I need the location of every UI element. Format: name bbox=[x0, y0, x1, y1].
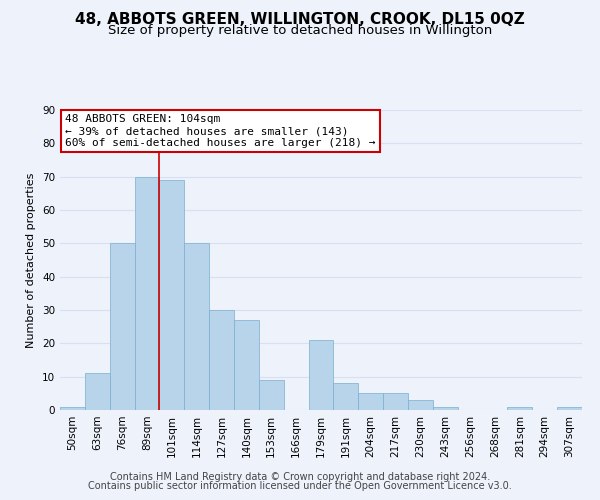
Bar bbox=[234, 320, 259, 410]
Bar bbox=[134, 176, 160, 410]
Bar bbox=[358, 394, 383, 410]
Bar bbox=[557, 406, 582, 410]
Text: Contains HM Land Registry data © Crown copyright and database right 2024.: Contains HM Land Registry data © Crown c… bbox=[110, 472, 490, 482]
Y-axis label: Number of detached properties: Number of detached properties bbox=[26, 172, 37, 348]
Bar bbox=[508, 406, 532, 410]
Bar bbox=[209, 310, 234, 410]
Text: 48, ABBOTS GREEN, WILLINGTON, CROOK, DL15 0QZ: 48, ABBOTS GREEN, WILLINGTON, CROOK, DL1… bbox=[75, 12, 525, 28]
Bar bbox=[160, 180, 184, 410]
Text: 48 ABBOTS GREEN: 104sqm
← 39% of detached houses are smaller (143)
60% of semi-d: 48 ABBOTS GREEN: 104sqm ← 39% of detache… bbox=[65, 114, 376, 148]
Bar bbox=[408, 400, 433, 410]
Bar bbox=[60, 406, 85, 410]
Bar bbox=[383, 394, 408, 410]
Text: Contains public sector information licensed under the Open Government Licence v3: Contains public sector information licen… bbox=[88, 481, 512, 491]
Bar bbox=[334, 384, 358, 410]
Bar bbox=[259, 380, 284, 410]
Text: Size of property relative to detached houses in Willington: Size of property relative to detached ho… bbox=[108, 24, 492, 37]
Bar bbox=[85, 374, 110, 410]
Bar bbox=[184, 244, 209, 410]
Bar bbox=[110, 244, 134, 410]
Bar bbox=[308, 340, 334, 410]
Bar bbox=[433, 406, 458, 410]
